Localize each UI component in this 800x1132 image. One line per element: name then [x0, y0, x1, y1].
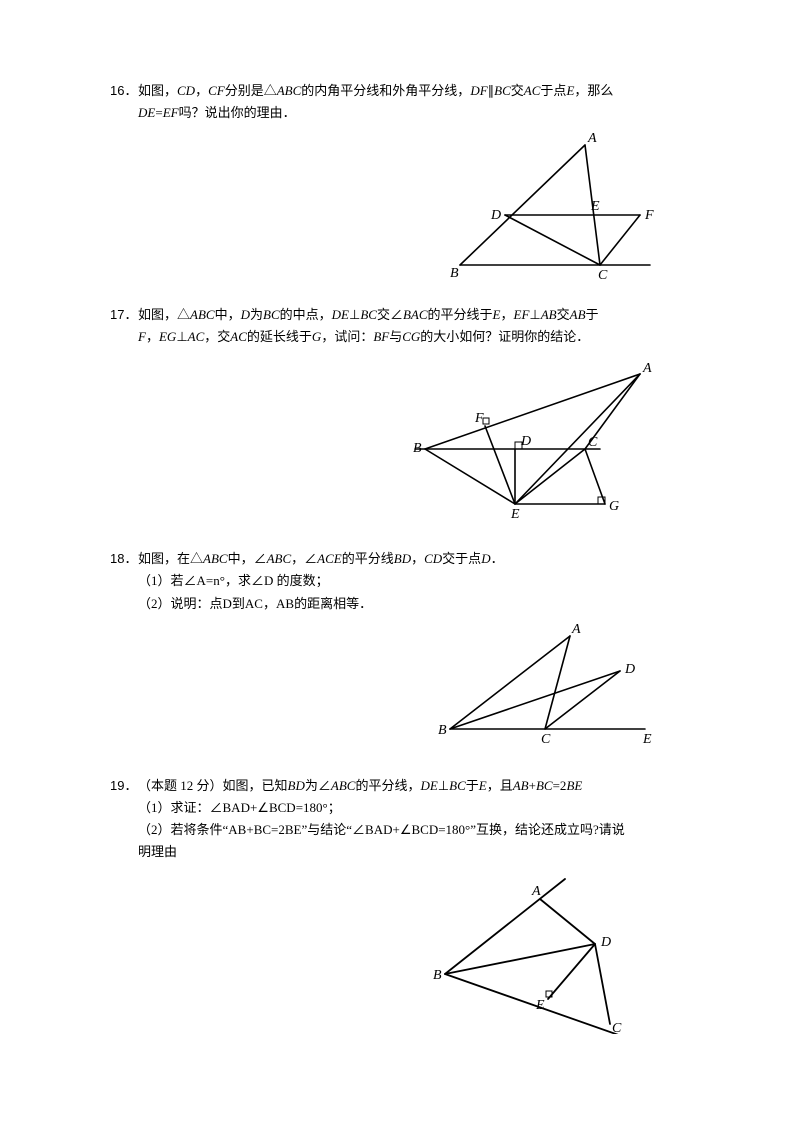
problem-header: 17． 如图，△ABC中，D为BC的中点，DE⊥BC交∠BAC的平分线于E，EF… — [110, 304, 700, 348]
svg-text:C: C — [612, 1021, 622, 1034]
svg-text:B: B — [433, 968, 442, 983]
svg-text:D: D — [624, 662, 635, 677]
svg-text:D: D — [600, 935, 611, 950]
sub-2: （2）若将条件“AB+BC=2BE”与结论“∠BAD+∠BCD=180°”互换，… — [110, 819, 700, 841]
problem-number: 19． — [110, 775, 138, 794]
svg-text:A: A — [531, 884, 541, 899]
svg-text:D: D — [520, 434, 531, 449]
figure-17-svg: A B C D E F G — [410, 354, 660, 524]
problem-text: 如图，△ABC中，D为BC的中点，DE⊥BC交∠BAC的平分线于E，EF⊥AB交… — [138, 304, 599, 348]
svg-text:C: C — [598, 268, 608, 280]
svg-text:B: B — [413, 441, 422, 456]
problem-number: 17． — [110, 304, 138, 323]
problem-number: 16． — [110, 80, 138, 99]
svg-text:F: F — [474, 411, 484, 426]
problem-19: 19． （本题 12 分）如图，已知BD为∠ABC的平分线，DE⊥BC于E，且A… — [110, 775, 700, 1038]
sub-1: （1）求证：∠BAD+∠BCD=180°； — [110, 797, 700, 819]
sub-2: （2）说明：点D到AC，AB的距离相等． — [110, 593, 700, 615]
svg-text:E: E — [535, 998, 545, 1013]
figure-19: A B C D E — [110, 869, 700, 1038]
problem-text: （本题 12 分）如图，已知BD为∠ABC的平分线，DE⊥BC于E，且AB+BC… — [138, 775, 582, 797]
problem-number: 18． — [110, 548, 138, 567]
svg-text:B: B — [450, 266, 459, 280]
svg-text:G: G — [609, 499, 619, 514]
problem-header: 16． 如图，CD，CF分别是△ABC的内角平分线和外角平分线，DF∥BC交AC… — [110, 80, 700, 124]
svg-text:E: E — [590, 199, 600, 214]
problem-header: 19． （本题 12 分）如图，已知BD为∠ABC的平分线，DE⊥BC于E，且A… — [110, 775, 700, 797]
svg-text:C: C — [541, 732, 551, 747]
svg-text:F: F — [644, 208, 654, 223]
problem-16: 16． 如图，CD，CF分别是△ABC的内角平分线和外角平分线，DF∥BC交AC… — [110, 80, 700, 284]
figure-17: A B C D E F G — [110, 354, 700, 528]
svg-text:A: A — [571, 622, 581, 637]
svg-text:A: A — [587, 131, 597, 146]
figure-19-svg: A B C D E — [430, 869, 660, 1034]
svg-text:E: E — [642, 732, 652, 747]
svg-text:B: B — [438, 723, 447, 738]
svg-text:C: C — [588, 435, 598, 450]
sub-3: 明理由 — [110, 841, 700, 863]
problem-text: 如图，CD，CF分别是△ABC的内角平分线和外角平分线，DF∥BC交AC于点E，… — [138, 80, 613, 124]
svg-text:A: A — [642, 361, 652, 376]
problem-header: 18． 如图，在△ABC中，∠ABC，∠ACE的平分线BD，CD交于点D． — [110, 548, 700, 570]
figure-16: A B C D E F — [110, 130, 700, 284]
figure-18-svg: A B C D E — [430, 621, 660, 751]
svg-text:D: D — [490, 208, 501, 223]
figure-16-svg: A B C D E F — [440, 130, 660, 280]
problem-18: 18． 如图，在△ABC中，∠ABC，∠ACE的平分线BD，CD交于点D． （1… — [110, 548, 700, 754]
svg-text:E: E — [510, 507, 520, 522]
sub-1: （1）若∠A=n°，求∠D 的度数； — [110, 570, 700, 592]
problem-text: 如图，在△ABC中，∠ABC，∠ACE的平分线BD，CD交于点D． — [138, 548, 504, 570]
figure-18: A B C D E — [110, 621, 700, 755]
problem-17: 17． 如图，△ABC中，D为BC的中点，DE⊥BC交∠BAC的平分线于E，EF… — [110, 304, 700, 528]
